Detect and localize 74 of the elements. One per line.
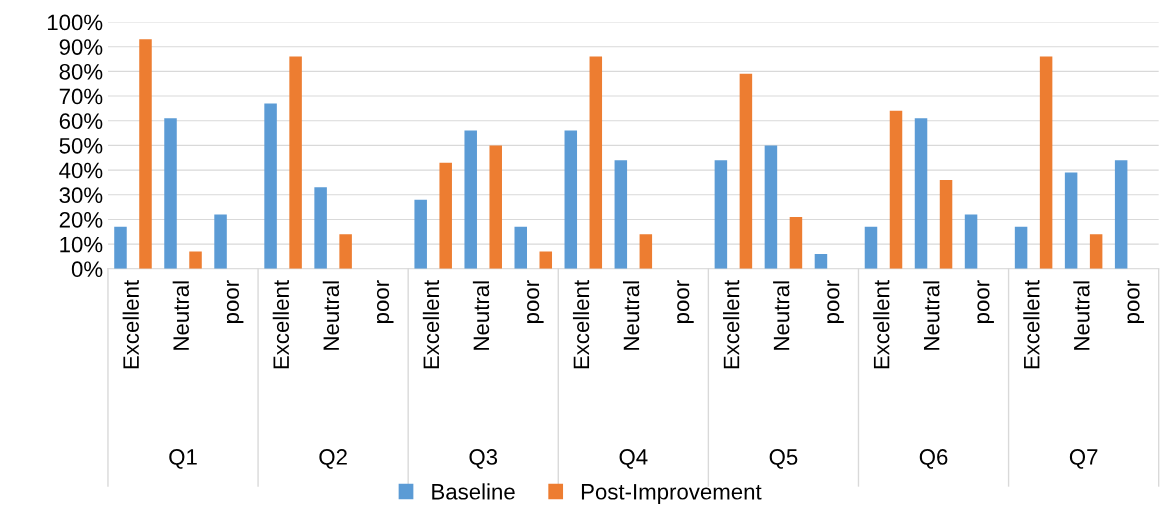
bar (614, 160, 628, 269)
bar (1039, 56, 1053, 269)
legend-label: Post-Improvement (581, 484, 762, 504)
y-tick-label: 10% (60, 236, 103, 253)
bar (264, 103, 277, 269)
bar (514, 226, 527, 269)
y-tick-label: 40% (59, 162, 103, 179)
bar (739, 73, 753, 269)
bar (314, 187, 327, 269)
x-tick-label: Neutral (472, 281, 490, 350)
y-tick-label: 0% (71, 261, 103, 278)
x-tick-label: Neutral (923, 281, 940, 350)
y-tick-label: 60% (59, 113, 103, 129)
bar (214, 214, 227, 269)
bar (639, 234, 653, 269)
text: Q7 (1069, 449, 1098, 469)
bar (464, 130, 477, 269)
x-tick-label: Excellent (122, 280, 139, 369)
bar (914, 118, 928, 269)
bar (489, 145, 502, 269)
text: Q3 (469, 449, 498, 469)
legend-label: Baseline (432, 483, 515, 500)
bar (1114, 160, 1128, 269)
y-tick-label: 20% (59, 211, 103, 228)
bar (564, 130, 578, 269)
bar (164, 118, 177, 269)
bar (889, 110, 903, 269)
bar (139, 39, 152, 269)
x-tick-label: poor (977, 280, 994, 323)
text: Q1 (169, 449, 197, 469)
bar (439, 162, 452, 269)
bar (814, 254, 828, 269)
x-tick-label: Neutral (622, 281, 640, 350)
x-tick-label: Excellent (723, 280, 740, 369)
bar (289, 56, 302, 269)
y-tick-label: 30% (59, 187, 103, 204)
text: Q6 (919, 449, 948, 469)
text: Q2 (319, 449, 347, 469)
bar (789, 216, 803, 269)
x-tick-label: Neutral (322, 281, 340, 350)
bar (864, 226, 878, 269)
y-tick-label: 90% (59, 39, 103, 55)
bar (1064, 172, 1078, 269)
x-tick-label: Excellent (272, 280, 290, 369)
bar (414, 199, 427, 269)
bar (964, 214, 978, 269)
bar (764, 145, 778, 269)
bar (714, 160, 728, 269)
bar (589, 56, 603, 269)
x-tick-label: Neutral (172, 281, 189, 350)
x-tick-label: poor (376, 280, 394, 323)
y-tick-label: 80% (59, 63, 103, 80)
x-tick-label: Excellent (873, 280, 890, 369)
x-tick-label: poor (677, 280, 694, 323)
x-tick-label: Neutral (773, 281, 790, 350)
x-tick-label: poor (1127, 280, 1145, 323)
x-tick-label: Neutral (1073, 281, 1090, 350)
x-tick-label: poor (527, 280, 544, 323)
y-tick-label: 50% (59, 137, 103, 154)
x-tick-label: Excellent (1023, 280, 1040, 369)
text: Q4 (619, 449, 648, 469)
x-tick-label: Excellent (572, 280, 590, 369)
bar (189, 251, 202, 269)
text: Q5 (769, 449, 798, 469)
x-tick-label: poor (827, 280, 844, 323)
bar (114, 226, 127, 269)
bar (1089, 234, 1103, 269)
bar (339, 234, 352, 269)
y-tick-label: 70% (59, 88, 103, 105)
x-tick-label: Excellent (422, 280, 440, 369)
y-tick-label: 100% (47, 14, 103, 31)
bar (939, 179, 953, 269)
bar (1014, 226, 1028, 269)
x-tick-label: poor (226, 280, 244, 323)
